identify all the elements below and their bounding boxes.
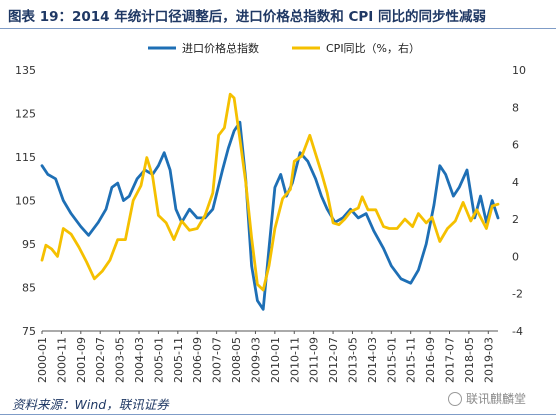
x-axis-tick-label: 2000-11 [55, 337, 68, 383]
right-axis-tick-label: 0 [512, 250, 519, 263]
series-line-import-price-index [40, 120, 500, 311]
x-axis-tick-label: 2016-09 [424, 337, 437, 383]
left-axis-tick-label: 125 [15, 108, 36, 121]
x-axis-tick-label: 2002-07 [94, 337, 107, 383]
title-bar: 图表 19：2014 年统计口径调整后，进口价格总指数和 CPI 同比的同步性减… [0, 0, 556, 26]
bottom-divider [0, 414, 556, 415]
x-axis-tick-label: 2009-03 [249, 337, 262, 383]
right-axis-tick-label: 10 [512, 64, 526, 77]
wechat-icon [448, 392, 462, 406]
legend-label-cpi: CPI同比（%，右） [326, 41, 420, 55]
series-line-cpi-yoy [40, 92, 500, 292]
x-axis-tick-label: 2001-09 [75, 337, 88, 383]
watermark-text: 联讯麒麟堂 [466, 392, 527, 406]
right-axis-tick-label: 8 [512, 101, 519, 114]
x-axis-tick-label: 2018-05 [463, 337, 476, 383]
right-axis-tick-label: -2 [512, 288, 523, 301]
x-axis-tick-label: 2008-05 [230, 337, 243, 383]
legend-label-import-price: 进口价格总指数 [182, 41, 259, 55]
x-axis-tick-label: 2013-05 [346, 337, 359, 383]
x-axis-tick-label: 2017-07 [443, 337, 456, 383]
x-axis-tick-label: 2003-05 [114, 337, 127, 383]
x-axis-tick-label: 2015-11 [405, 337, 418, 383]
x-axis-tick-label: 2000-01 [36, 337, 49, 383]
x-axis-tick-label: 2012-07 [327, 337, 340, 383]
x-axis-tick-label: 2007-07 [211, 337, 224, 383]
source-note: 资料来源：Wind，联讯证券 [12, 397, 169, 412]
right-axis-tick-label: 4 [512, 176, 519, 189]
watermark: 联讯麒麟堂 [448, 390, 526, 407]
x-axis-tick-label: 2015-01 [385, 337, 398, 383]
left-axis-tick-label: 75 [22, 325, 36, 338]
left-axis-tick-label: 85 [22, 282, 36, 295]
right-axis-tick-label: 6 [512, 139, 519, 152]
left-axis-tick-label: 115 [15, 151, 36, 164]
x-axis-tick-label: 2010-01 [269, 337, 282, 383]
right-axis-tick-label: -4 [512, 325, 523, 338]
left-axis-tick-label: 135 [15, 64, 36, 77]
x-axis-tick-label: 2004-03 [133, 337, 146, 383]
x-axis-tick-label: 2019-03 [482, 337, 495, 383]
x-axis-tick-label: 2014-03 [366, 337, 379, 383]
left-axis-tick-label: 105 [15, 195, 36, 208]
x-axis-tick-label: 2011-09 [308, 337, 321, 383]
x-axis-tick-label: 2005-11 [172, 337, 185, 383]
right-axis-tick-label: 2 [512, 213, 519, 226]
left-axis-tick-label: 95 [22, 238, 36, 251]
x-axis-tick-label: 2006-09 [191, 337, 204, 383]
chart-title: 图表 19：2014 年统计口径调整后，进口价格总指数和 CPI 同比的同步性减… [8, 9, 486, 25]
x-axis-tick-label: 2005-01 [152, 337, 165, 383]
title-divider [0, 28, 556, 29]
dual-axis-line-chart: 75 85 95 105 115 125 135 -4 -2 0 2 4 6 8 10 2000-01 2000… [15, 41, 526, 383]
x-axis-tick-label: 2010-11 [288, 337, 301, 383]
